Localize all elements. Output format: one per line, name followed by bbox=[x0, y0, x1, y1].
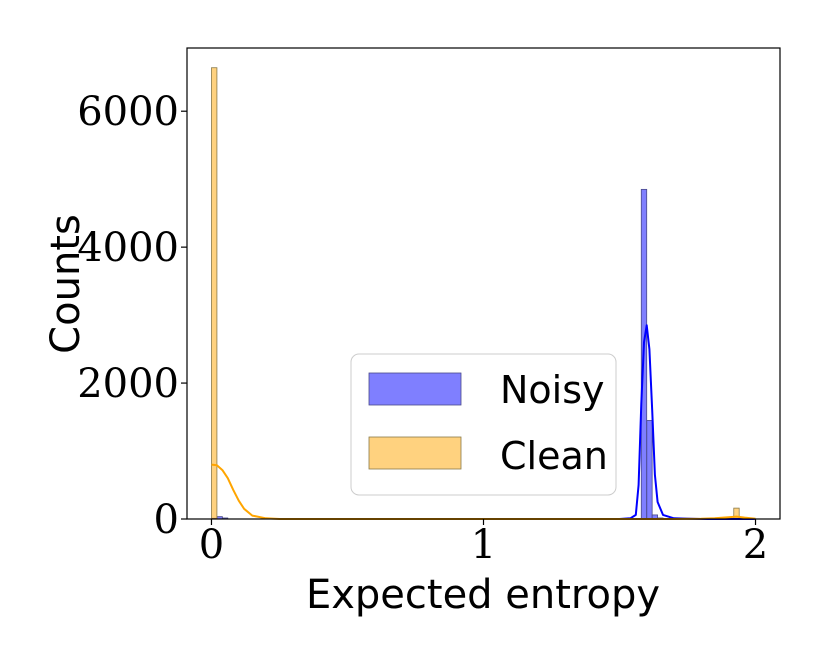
y-tick-label-3: 6000 bbox=[77, 89, 179, 135]
y-axis-title: Counts bbox=[43, 214, 89, 354]
plot-area bbox=[186, 47, 781, 520]
legend-label-clean: Clean bbox=[500, 434, 608, 478]
legend-label-noisy: Noisy bbox=[500, 368, 605, 412]
legend-swatch-clean bbox=[368, 436, 462, 470]
kde-line-noisy bbox=[619, 324, 756, 520]
histogram-bar-noisy-4 bbox=[646, 420, 653, 520]
y-axis: 0 2000 4000 6000 bbox=[77, 89, 187, 543]
histogram-bar-clean-0 bbox=[211, 67, 218, 520]
legend: Noisy Clean bbox=[350, 353, 617, 496]
y-tick-label-0: 0 bbox=[154, 497, 179, 543]
x-tick-label-0: 0 bbox=[199, 522, 224, 568]
y-tick-label-1: 2000 bbox=[77, 361, 179, 407]
x-axis-title: Expected entropy bbox=[306, 572, 660, 618]
x-tick-label-1: 1 bbox=[471, 522, 496, 568]
legend-swatch-noisy bbox=[368, 372, 462, 406]
x-axis: 0 1 2 bbox=[199, 519, 768, 568]
y-tick-label-2: 4000 bbox=[77, 225, 179, 271]
x-tick-label-2: 2 bbox=[743, 522, 768, 568]
